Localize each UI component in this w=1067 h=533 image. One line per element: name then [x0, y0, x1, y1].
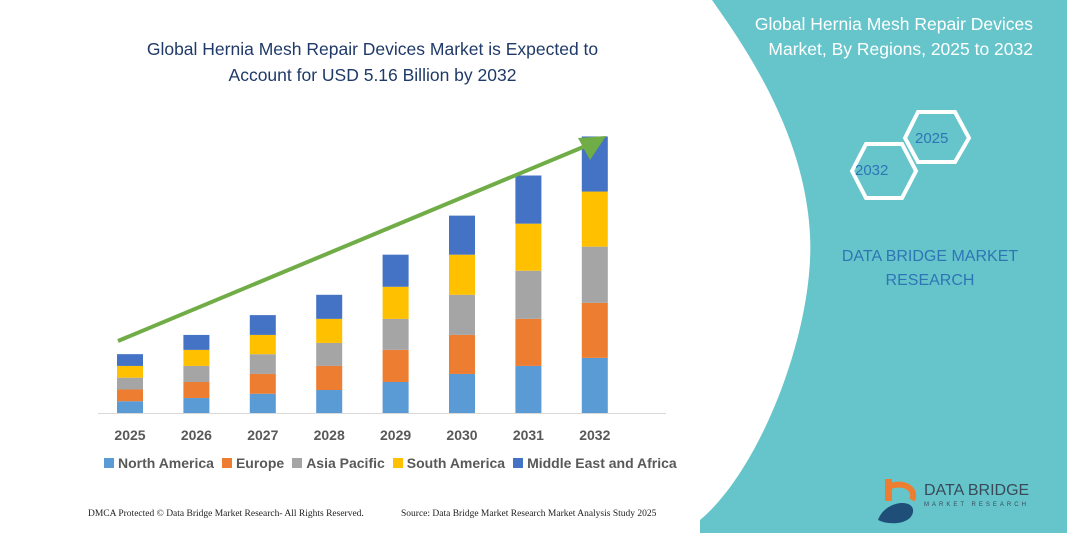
legend-item-south-america: South America: [392, 455, 506, 471]
brand-line1: DATA BRIDGE MARKET: [841, 248, 1019, 265]
x-tick-label: 2028: [314, 427, 345, 443]
legend-item-north-america: North America: [104, 455, 214, 471]
bar-segment-south-america-2028: [316, 318, 343, 343]
x-tick-label: 2031: [513, 427, 544, 443]
chart-title-line1: Global Hernia Mesh Repair Devices Market…: [146, 39, 599, 59]
bar-segment-middle-east-and-africa-2029: [382, 254, 409, 287]
hex-label-2025: 2025: [915, 130, 949, 147]
chart-title: Global Hernia Mesh Repair Devices Market…: [100, 36, 645, 88]
bar-segment-asia-pacific-2030: [449, 294, 475, 335]
x-tick-label: 2030: [446, 427, 477, 443]
bar-segment-middle-east-and-africa-2027: [249, 315, 276, 335]
bar-segment-europe-2031: [515, 318, 542, 366]
chart-title-line2: Account for USD 5.16 Billion by 2032: [228, 65, 517, 85]
legend-label: North America: [118, 455, 214, 471]
side-panel-title: Global Hernia Mesh Repair Devices Market…: [713, 12, 1033, 62]
legend-label: Europe: [235, 455, 285, 471]
bar-segment-europe-2028: [316, 365, 343, 390]
bar-segment-south-america-2030: [449, 254, 475, 295]
bar-segment-asia-pacific-2025: [117, 377, 143, 390]
bar-segment-north-america-2030: [449, 373, 475, 413]
bar-segment-south-america-2026: [183, 349, 210, 366]
legend-label: Asia Pacific: [306, 455, 385, 471]
legend-label: Middle East and Africa: [527, 455, 677, 471]
bar-segment-asia-pacific-2026: [183, 365, 210, 382]
bar-segment-north-america-2029: [382, 381, 409, 413]
bar-segment-north-america-2031: [515, 365, 542, 413]
bar-segment-asia-pacific-2027: [249, 354, 276, 374]
bar-segment-south-america-2031: [515, 223, 542, 271]
legend: North America Europe Asia Pacific South …: [104, 455, 677, 471]
brand-text: DATA BRIDGE MARKET RESEARCH: [830, 245, 1030, 293]
stacked-bar-chart: 2025 2026 2027 2028 2029 2030 2031 2032: [98, 136, 666, 443]
legend-label: South America: [406, 455, 506, 471]
bar-segment-middle-east-and-africa-2028: [316, 294, 343, 319]
side-title-line2: Market, By Regions, 2025 to 2032: [768, 39, 1033, 59]
bar-segment-south-america-2025: [117, 365, 143, 378]
bar-segment-europe-2025: [117, 389, 143, 402]
bar-segment-europe-2027: [249, 373, 276, 394]
footer-source: Source: Data Bridge Market Research Mark…: [401, 509, 657, 519]
bar-segment-europe-2032: [581, 302, 608, 358]
x-tick-label: 2032: [579, 427, 610, 443]
trend-arrow-head-icon: [578, 136, 606, 160]
bar-segment-north-america-2028: [316, 390, 343, 413]
x-tick-label: 2026: [181, 427, 212, 443]
bar-segment-asia-pacific-2028: [316, 342, 343, 366]
bar-segment-middle-east-and-africa-2026: [183, 334, 210, 350]
bar-segment-europe-2030: [449, 334, 475, 374]
bar-segment-south-america-2027: [249, 334, 276, 355]
bar-segment-north-america-2026: [183, 398, 210, 413]
bar-segment-middle-east-and-africa-2031: [515, 175, 542, 224]
legend-swatch: [292, 458, 303, 468]
bar-segment-south-america-2029: [382, 286, 409, 319]
hexagon-2025: [902, 110, 972, 164]
trend-arrow-line: [117, 143, 589, 343]
legend-item-asia-pacific: Asia Pacific: [292, 455, 385, 471]
bar-segment-north-america-2025: [117, 401, 143, 413]
x-tick-label: 2027: [247, 427, 278, 443]
bar-segment-europe-2026: [183, 381, 210, 399]
bar-segment-middle-east-and-africa-2030: [449, 215, 475, 255]
bar-segment-asia-pacific-2031: [515, 270, 542, 319]
legend-swatch: [104, 458, 114, 468]
legend-swatch: [513, 458, 524, 468]
bar-segment-north-america-2027: [249, 393, 276, 413]
legend-swatch: [392, 458, 403, 468]
hexagon-2032: [849, 142, 919, 200]
legend-swatch: [221, 458, 232, 468]
logo-subtext: MARKET RESEARCH: [924, 502, 1029, 508]
x-tick-label: 2029: [380, 427, 411, 443]
bar-segment-europe-2029: [382, 349, 409, 382]
bar-segment-south-america-2032: [581, 191, 608, 247]
data-bridge-logo-icon: [878, 479, 917, 524]
bar-segment-middle-east-and-africa-2025: [117, 354, 143, 366]
legend-item-middle-east-africa: Middle East and Africa: [513, 455, 677, 471]
brand-line2: RESEARCH: [885, 272, 975, 289]
hex-label-2032: 2032: [855, 162, 889, 179]
bar-segment-asia-pacific-2029: [382, 318, 409, 350]
logo-text: DATA BRIDGE: [924, 482, 1030, 499]
bar-segment-asia-pacific-2032: [581, 246, 608, 303]
legend-item-europe: Europe: [221, 455, 285, 471]
side-title-line1: Global Hernia Mesh Repair Devices: [754, 14, 1033, 34]
x-tick-label: 2025: [114, 427, 145, 443]
bar-segment-north-america-2032: [581, 357, 608, 413]
footer-copyright: DMCA Protected © Data Bridge Market Rese…: [88, 509, 364, 519]
